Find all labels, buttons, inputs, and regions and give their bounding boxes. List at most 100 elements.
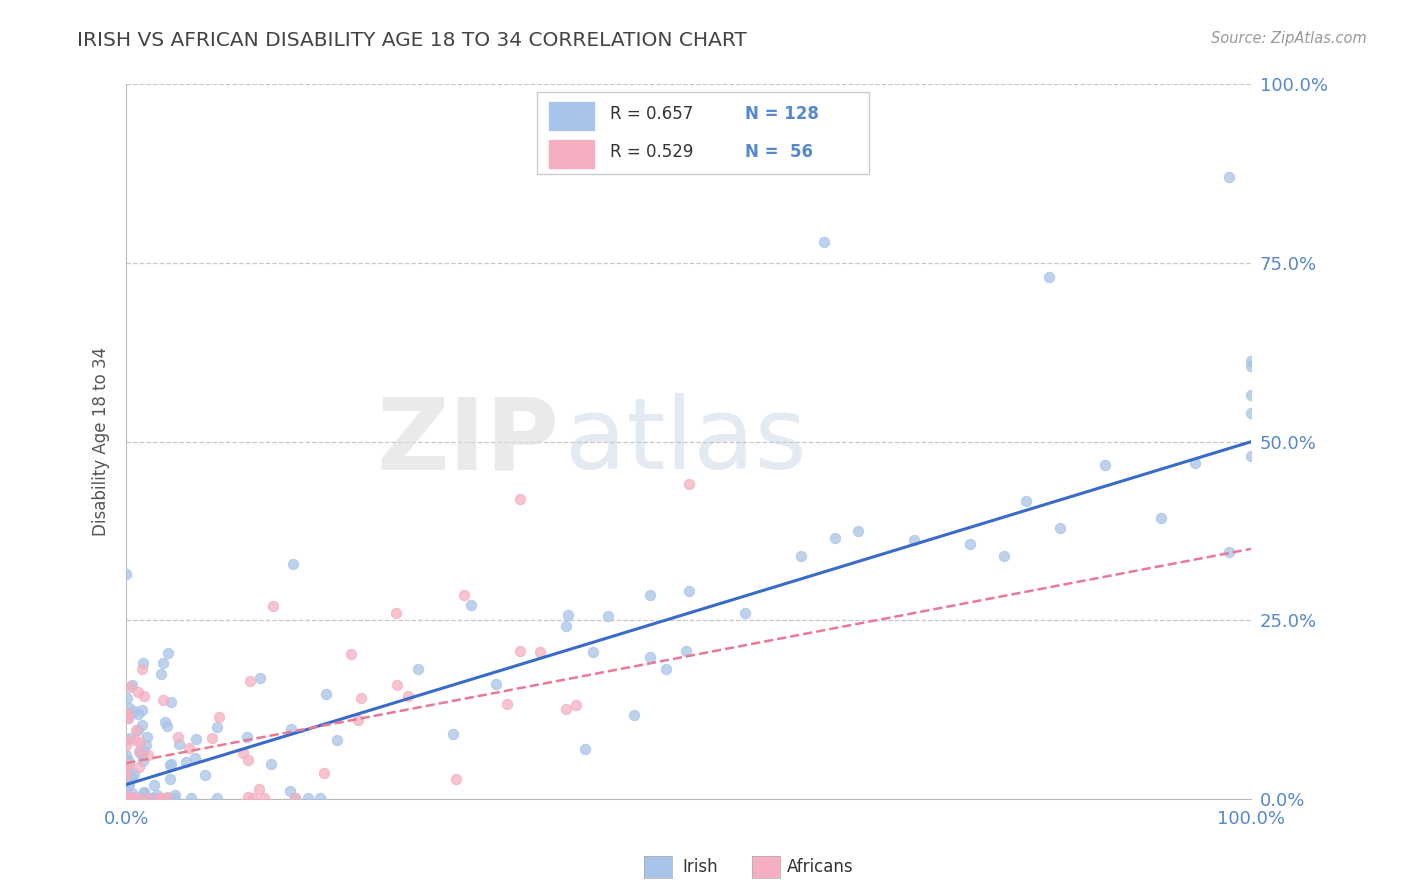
Point bbox=[127, 685, 149, 699]
Point bbox=[284, 791, 307, 805]
Point bbox=[129, 743, 152, 757]
Point bbox=[159, 758, 181, 772]
Point bbox=[118, 700, 141, 714]
Point bbox=[529, 644, 551, 658]
Point bbox=[117, 777, 139, 791]
Point bbox=[496, 697, 519, 711]
Point bbox=[406, 661, 429, 675]
Point bbox=[117, 752, 139, 766]
Point bbox=[153, 715, 176, 730]
Point bbox=[509, 491, 531, 506]
Text: ZIP: ZIP bbox=[377, 393, 560, 490]
Point bbox=[396, 690, 419, 704]
Point bbox=[598, 609, 620, 624]
Point bbox=[160, 695, 183, 709]
FancyBboxPatch shape bbox=[548, 138, 596, 169]
Point bbox=[1015, 493, 1038, 508]
Point bbox=[120, 791, 142, 805]
Point bbox=[142, 791, 165, 805]
Point bbox=[1094, 458, 1116, 472]
Point bbox=[134, 786, 156, 800]
Point bbox=[128, 734, 150, 748]
Point bbox=[117, 779, 139, 793]
Point bbox=[115, 732, 138, 747]
Point bbox=[127, 791, 149, 805]
Point bbox=[235, 731, 257, 745]
Point bbox=[262, 599, 284, 613]
Point bbox=[132, 791, 155, 805]
Point bbox=[441, 727, 464, 741]
Point bbox=[136, 748, 159, 763]
Point bbox=[232, 746, 254, 760]
Point bbox=[121, 769, 143, 783]
Point bbox=[131, 703, 153, 717]
Point bbox=[134, 785, 156, 799]
Point bbox=[115, 791, 138, 805]
Point bbox=[125, 723, 148, 737]
Point bbox=[148, 791, 170, 805]
Point bbox=[1240, 359, 1263, 374]
Text: Africans: Africans bbox=[787, 858, 853, 876]
Text: N =  56: N = 56 bbox=[745, 143, 813, 161]
Point bbox=[484, 677, 506, 691]
Point bbox=[555, 619, 578, 633]
Point bbox=[460, 598, 482, 612]
Point bbox=[163, 788, 186, 802]
Point bbox=[117, 789, 139, 804]
Point bbox=[176, 756, 198, 770]
Point bbox=[115, 791, 138, 805]
Point bbox=[1184, 456, 1206, 470]
Point bbox=[115, 791, 138, 805]
Point bbox=[124, 791, 146, 805]
Text: R = 0.657: R = 0.657 bbox=[610, 104, 693, 123]
Point bbox=[163, 791, 186, 805]
Point bbox=[205, 720, 228, 734]
Point bbox=[326, 732, 349, 747]
Point bbox=[152, 692, 174, 706]
Point bbox=[115, 791, 138, 805]
Point bbox=[1218, 545, 1240, 559]
Point bbox=[115, 773, 138, 788]
Point bbox=[122, 704, 145, 718]
Point bbox=[180, 791, 202, 805]
Point bbox=[136, 731, 159, 745]
Point bbox=[846, 524, 869, 539]
Point bbox=[118, 757, 141, 772]
Text: N = 128: N = 128 bbox=[745, 104, 818, 123]
Point bbox=[177, 740, 200, 755]
Point bbox=[115, 738, 138, 752]
Point bbox=[1150, 511, 1173, 525]
Point bbox=[249, 671, 271, 685]
Point bbox=[678, 477, 700, 491]
Point bbox=[565, 698, 588, 712]
Point bbox=[349, 690, 371, 705]
Point bbox=[115, 754, 138, 768]
Point bbox=[903, 533, 925, 548]
Point bbox=[135, 738, 157, 752]
Point bbox=[115, 791, 138, 805]
Point bbox=[127, 723, 149, 737]
Point bbox=[678, 584, 700, 599]
Point bbox=[247, 782, 270, 797]
Point bbox=[557, 607, 579, 622]
Point bbox=[280, 722, 302, 736]
Point bbox=[1049, 521, 1071, 535]
Point bbox=[117, 691, 139, 706]
Point bbox=[638, 588, 661, 602]
Point bbox=[115, 707, 138, 722]
Point bbox=[1240, 353, 1263, 368]
Point bbox=[122, 791, 145, 805]
Point bbox=[131, 656, 153, 670]
Point bbox=[959, 536, 981, 550]
Point bbox=[581, 645, 603, 659]
Text: IRISH VS AFRICAN DISABILITY AGE 18 TO 34 CORRELATION CHART: IRISH VS AFRICAN DISABILITY AGE 18 TO 34… bbox=[77, 31, 747, 50]
Point bbox=[117, 791, 139, 805]
Point bbox=[387, 678, 409, 692]
Point bbox=[121, 791, 143, 805]
Point bbox=[125, 791, 148, 805]
Point bbox=[655, 662, 678, 676]
Point bbox=[132, 744, 155, 758]
Point bbox=[118, 791, 141, 805]
Point bbox=[131, 747, 153, 761]
Point bbox=[184, 751, 207, 765]
